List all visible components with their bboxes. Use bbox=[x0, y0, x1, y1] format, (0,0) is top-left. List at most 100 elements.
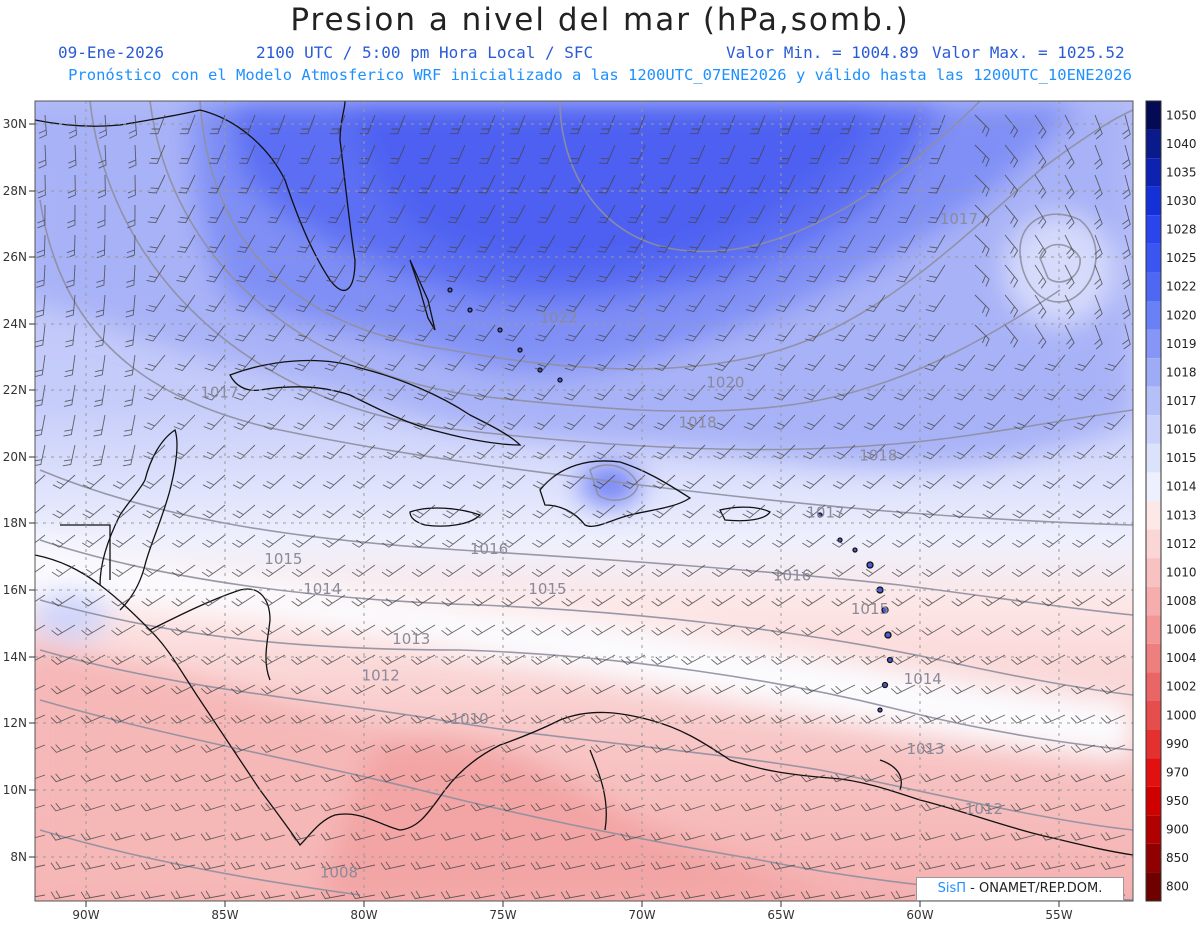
wind-barb bbox=[535, 324, 556, 342]
wind-barb bbox=[1034, 264, 1047, 289]
wind-barb bbox=[530, 861, 556, 870]
credit-box: SisΠ - ONAMET/REP.DOM. bbox=[916, 877, 1124, 901]
colorbar-label: 1015 bbox=[1166, 451, 1197, 465]
wind-barb bbox=[710, 890, 736, 900]
wind-barb bbox=[35, 564, 46, 573]
colorbar-swatch bbox=[1146, 215, 1161, 244]
wind-barb bbox=[624, 354, 646, 372]
wind-barb bbox=[1072, 474, 1096, 489]
wind-barb bbox=[593, 414, 616, 431]
wind-barb bbox=[981, 624, 1006, 636]
wind-barb bbox=[620, 832, 646, 841]
wind-barb bbox=[740, 861, 766, 870]
wind-barb bbox=[476, 264, 496, 283]
wind-barb bbox=[381, 594, 406, 607]
colorbar-label: 1014 bbox=[1166, 480, 1197, 494]
colorbar-label: 1017 bbox=[1166, 394, 1197, 408]
wind-barb bbox=[441, 624, 466, 636]
wind-barb bbox=[176, 264, 196, 283]
wind-barb bbox=[269, 144, 286, 164]
wind-barb bbox=[500, 684, 526, 695]
wind-barb bbox=[63, 414, 76, 437]
wind-barb bbox=[440, 714, 466, 724]
wind-barb bbox=[567, 204, 586, 224]
wind-barb bbox=[620, 744, 646, 753]
wind-barb bbox=[1072, 534, 1096, 548]
wind-barb bbox=[200, 890, 226, 900]
wind-barb bbox=[539, 114, 556, 135]
wind-barb bbox=[207, 234, 226, 253]
colorbar-swatch bbox=[1146, 529, 1161, 559]
wind-barb bbox=[832, 534, 856, 548]
wind-barb bbox=[1011, 594, 1036, 607]
colorbar-swatch bbox=[1146, 329, 1161, 359]
wind-barb bbox=[123, 414, 136, 437]
wind-barb bbox=[36, 234, 46, 259]
wind-barb bbox=[807, 234, 826, 253]
wind-barb bbox=[474, 354, 496, 372]
wind-barb bbox=[1034, 234, 1047, 259]
wind-barb bbox=[1100, 861, 1126, 870]
wind-barb bbox=[292, 504, 316, 519]
wind-barb bbox=[950, 861, 976, 870]
wind-barb bbox=[352, 534, 376, 548]
isobar-label: 1012 bbox=[362, 667, 400, 685]
wind-barb bbox=[359, 114, 376, 135]
wind-barb bbox=[715, 324, 736, 342]
lat-label: 30N bbox=[3, 117, 27, 131]
wind-barb bbox=[864, 384, 886, 401]
wind-barb bbox=[891, 594, 916, 607]
wind-barb bbox=[806, 264, 826, 283]
wind-barb bbox=[890, 744, 916, 753]
wind-barb bbox=[659, 144, 676, 164]
wind-barb bbox=[594, 384, 616, 401]
wind-barb bbox=[230, 832, 256, 841]
lat-label: 22N bbox=[3, 383, 27, 397]
lon-label: 70W bbox=[628, 908, 655, 922]
wind-barb bbox=[897, 234, 916, 253]
wind-barb bbox=[1071, 624, 1096, 636]
wind-barb bbox=[800, 744, 826, 753]
wind-barb bbox=[80, 890, 106, 900]
wind-barb bbox=[293, 444, 316, 460]
wind-barb bbox=[1100, 773, 1126, 783]
wind-barb bbox=[770, 832, 796, 841]
wind-barb bbox=[711, 594, 736, 607]
wind-barb bbox=[291, 624, 316, 636]
wind-barb bbox=[320, 802, 346, 812]
wind-barb bbox=[260, 832, 286, 841]
wind-barb bbox=[382, 534, 406, 548]
wind-barb bbox=[687, 204, 706, 224]
wind-barb bbox=[235, 294, 256, 313]
wind-barb bbox=[836, 264, 856, 283]
wind-barb bbox=[412, 534, 436, 548]
wind-barb bbox=[715, 294, 736, 313]
wind-barb bbox=[67, 174, 76, 199]
wind-barb bbox=[1070, 832, 1096, 841]
wind-barb bbox=[625, 324, 646, 342]
wind-barb bbox=[747, 234, 766, 253]
wind-barb bbox=[411, 564, 436, 578]
wind-barb bbox=[325, 294, 346, 313]
wind-barb bbox=[322, 534, 346, 548]
wind-barb bbox=[323, 414, 346, 431]
wind-barb bbox=[352, 474, 376, 489]
wind-barb bbox=[35, 894, 46, 898]
wind-barb bbox=[235, 324, 256, 342]
wind-barb bbox=[927, 234, 946, 253]
lat-label: 12N bbox=[3, 716, 27, 730]
wind-barb bbox=[68, 144, 77, 169]
wind-barb bbox=[124, 324, 136, 348]
wind-barb bbox=[770, 802, 796, 812]
wind-barb bbox=[654, 354, 676, 372]
wind-barb bbox=[50, 684, 76, 695]
credit-text: - ONAMET/REP.DOM. bbox=[966, 881, 1103, 896]
wind-barb bbox=[35, 384, 46, 407]
wind-barb bbox=[37, 204, 46, 229]
colorbar-swatch bbox=[1146, 472, 1161, 501]
wind-barb bbox=[231, 624, 256, 636]
wind-barb bbox=[507, 234, 526, 253]
wind-barb bbox=[1070, 684, 1096, 695]
wind-barb bbox=[236, 264, 256, 283]
